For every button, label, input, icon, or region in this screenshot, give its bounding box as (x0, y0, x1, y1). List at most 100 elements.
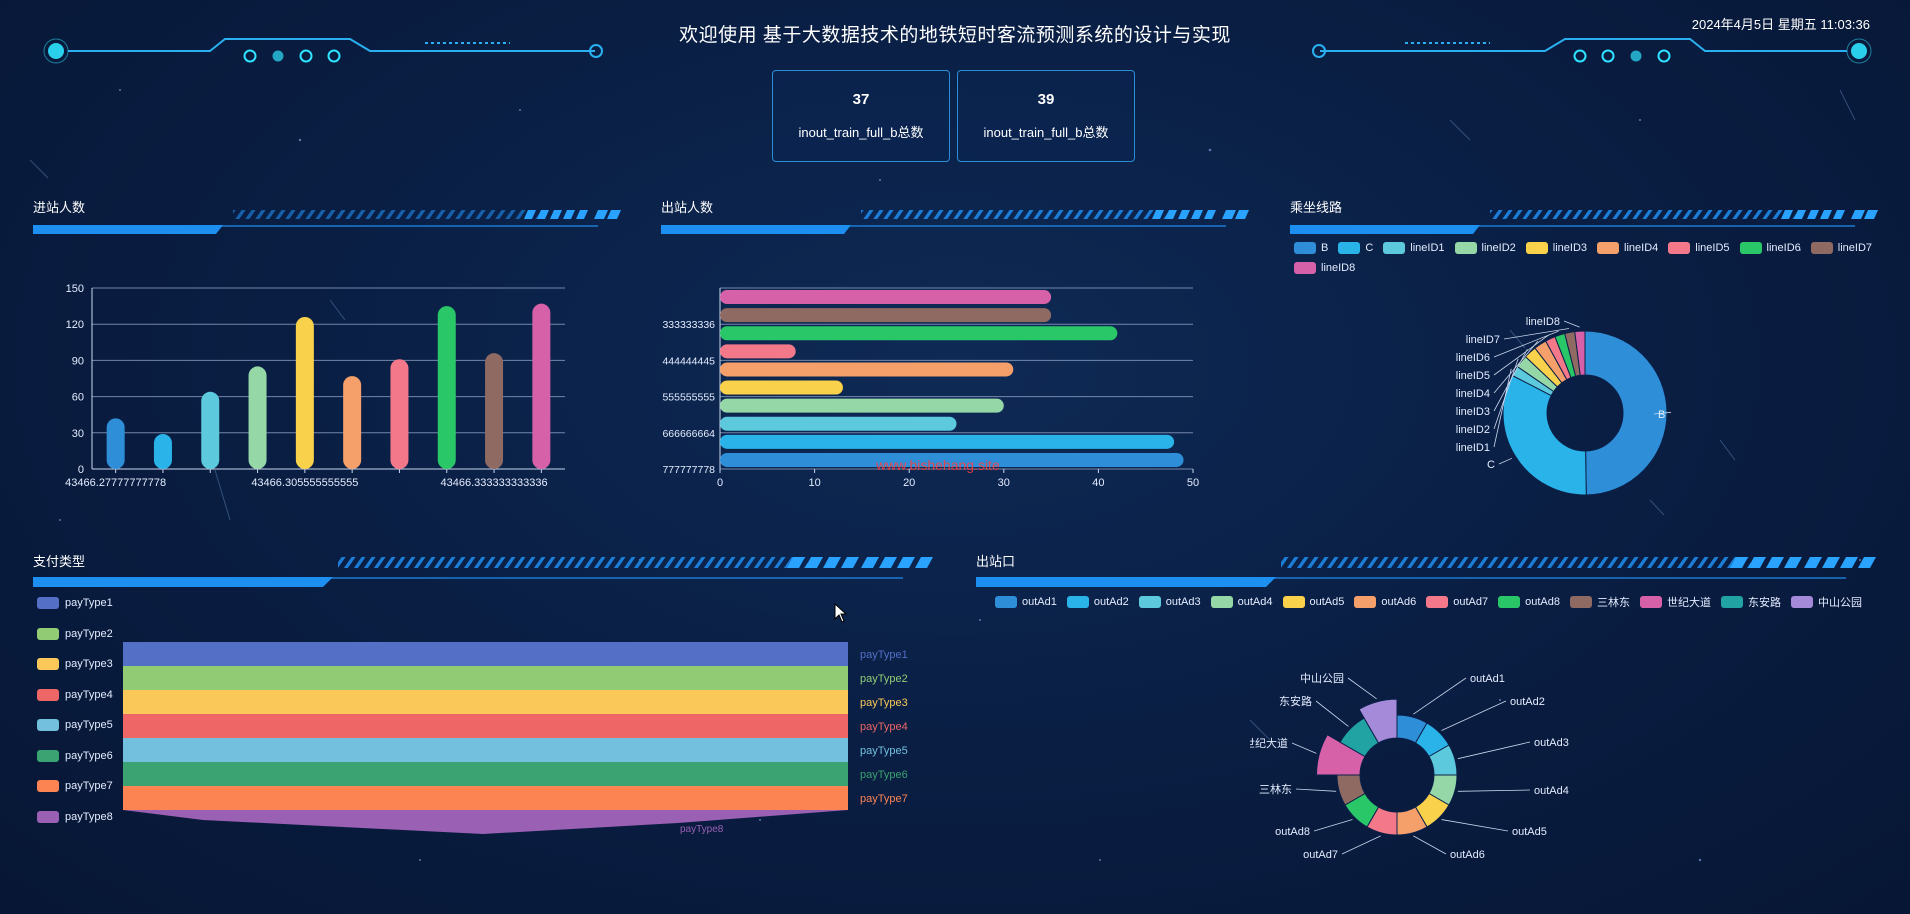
kpi-value: 39 (1037, 91, 1055, 108)
slice-label: B (1658, 409, 1665, 421)
legend-item[interactable]: payType4 (37, 680, 113, 711)
legend-item[interactable]: C (1338, 238, 1373, 258)
bar (295, 316, 314, 469)
area-band (123, 786, 848, 810)
legend-item[interactable]: lineID1 (1383, 238, 1445, 258)
bar (532, 303, 551, 469)
legend-swatch (1294, 242, 1316, 254)
legend-label: 世纪大道 (1667, 597, 1711, 609)
legend-item[interactable]: outAd6 (1354, 592, 1416, 612)
legend-label: outAd2 (1093, 596, 1129, 608)
legend-item[interactable]: outAd3 (1138, 592, 1201, 612)
y-tick-label: 120 (66, 319, 84, 331)
legend-item[interactable]: 中山公园 (1791, 592, 1862, 612)
legend-label: outAd3 (1165, 596, 1201, 608)
area-band (123, 738, 848, 762)
legend-item[interactable]: outAd8 (1498, 592, 1560, 612)
bar (720, 380, 843, 395)
slice-label: C (1487, 459, 1495, 471)
bar (720, 326, 1118, 341)
legend-label: payType4 (65, 688, 113, 701)
pie-slice (1574, 330, 1586, 376)
legend-swatch (37, 719, 59, 732)
legend-item[interactable]: lineID4 (1597, 238, 1658, 258)
legend-item[interactable]: outAd7 (1426, 592, 1488, 612)
legend-item[interactable]: lineID7 (1810, 238, 1872, 258)
legend-swatch (1810, 242, 1833, 254)
leader-line (1441, 819, 1509, 832)
leader-line (1493, 334, 1549, 376)
kpi-card-2: 39 inout_train_full_b总数 (957, 70, 1135, 162)
mouse-cursor-icon (834, 603, 848, 623)
slice-label: lineID2 (1456, 424, 1490, 436)
legend-swatch (37, 688, 59, 701)
legend-item[interactable]: payType6 (37, 741, 113, 772)
legend-swatch (1791, 596, 1813, 608)
legend-item[interactable]: lineID2 (1454, 238, 1516, 258)
legend-swatch (1525, 242, 1548, 254)
kpi-label: inout_train_full_b总数 (798, 125, 924, 140)
slice-label: outAd3 (1534, 737, 1569, 749)
legend-swatch (37, 627, 59, 640)
bar (720, 398, 1004, 413)
legend-label: payType2 (65, 627, 113, 640)
legend-label: outAd5 (1309, 596, 1345, 608)
legend-item[interactable]: 东安路 (1721, 592, 1781, 612)
legend-item[interactable]: lineID8 (1294, 258, 1355, 278)
legend-item[interactable]: outAd2 (1066, 592, 1129, 612)
legend-item[interactable]: outAd4 (1210, 592, 1273, 612)
leader-line (1413, 677, 1467, 715)
legend-label: outAd4 (1237, 596, 1273, 608)
legend-item[interactable]: 世纪大道 (1640, 592, 1711, 612)
x-tick-label: 0 (717, 477, 723, 489)
legend-item[interactable]: payType2 (37, 619, 113, 650)
band-label: payType8 (680, 824, 724, 835)
x-tick-label: 43466.305555555555 (251, 477, 358, 489)
legend-item[interactable]: lineID6 (1739, 238, 1801, 258)
legend-item[interactable]: payType5 (37, 710, 113, 741)
legend-swatch (37, 810, 59, 823)
legend-item[interactable]: lineID5 (1668, 238, 1730, 258)
band-label: payType7 (860, 793, 908, 805)
legend-item[interactable]: payType8 (37, 802, 113, 833)
leader-line (1347, 677, 1377, 700)
legend-item[interactable]: outAd1 (995, 592, 1057, 612)
legend-item[interactable]: payType1 (37, 588, 113, 619)
legend-label: outAd8 (1525, 596, 1560, 608)
pie-slice (1584, 330, 1668, 496)
legend-item[interactable]: B (1294, 238, 1328, 258)
chart-out-count: 333333336 444444445 555555555 666666664 7777… (662, 287, 1199, 489)
slice-label: outAd2 (1510, 696, 1545, 708)
legend-item[interactable]: lineID3 (1525, 238, 1587, 258)
kpi-value: 37 (852, 91, 870, 108)
legend-label: payType1 (65, 597, 113, 610)
legend-label: outAd7 (1453, 596, 1489, 608)
legend-item[interactable]: outAd5 (1282, 592, 1345, 612)
bar (720, 308, 1052, 323)
bar (485, 353, 504, 469)
bar (720, 434, 1175, 449)
chart-pay-type: payType1 payType2 payType3 payType4 payType5… (123, 642, 908, 835)
leader-line (1493, 340, 1539, 394)
legend-label: B (1321, 242, 1329, 254)
x-tick-label: 43466.333333333336 (441, 477, 548, 489)
legend-item[interactable]: 三林东 (1570, 592, 1630, 612)
x-tick-label: 40 (1092, 477, 1104, 489)
leader-line (1457, 741, 1531, 760)
leader-line (1413, 835, 1447, 855)
band-label: payType2 (860, 673, 908, 685)
legend-item[interactable]: payType3 (37, 649, 113, 680)
leader-line (1498, 457, 1513, 465)
band-label: payType1 (860, 649, 908, 661)
legend-item[interactable]: payType7 (37, 771, 113, 802)
datetime-display: 2024年4月5日 星期五 11:03:36 (1691, 17, 1870, 32)
legend-swatch (1570, 596, 1592, 608)
leader-line (1341, 835, 1381, 855)
panel-title-line: 乘坐线路 (1290, 200, 1343, 215)
leader-line (1493, 348, 1528, 412)
leader-line (1493, 368, 1512, 448)
legend-label: payType5 (65, 719, 113, 732)
bar (390, 359, 409, 469)
y-tick-label: 555555555 (662, 392, 715, 404)
